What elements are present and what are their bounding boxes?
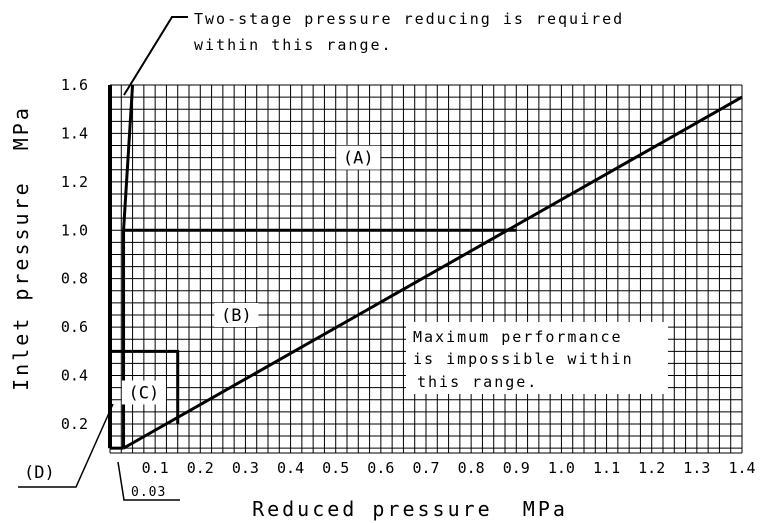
d-annotation: (D) [18,403,114,488]
boundary-line [110,349,180,424]
two-stage-line-1: Two-stage pressure reducing is required [194,10,624,28]
y-tick-label: 0.6 [61,318,88,336]
region-label-background [214,303,259,327]
x-tick-label: 1.4 [728,459,755,477]
y-axis-title: Inlet pressure MPa [9,105,33,391]
region-label-a: (A) [343,149,374,169]
two-stage-annotation: Two-stage pressure reducing is required … [123,10,624,96]
x-marker-leader [117,461,180,501]
y-tick-label: 1.6 [61,76,88,94]
region-labels: (A) (B) (C) [121,145,381,405]
region-label-background [121,380,166,405]
x-tick-label: 0.7 [412,459,439,477]
region-label-c: (C) [128,383,159,403]
x-tick-label: 1.0 [548,459,575,477]
y-tick-label: 1.4 [61,124,88,142]
x-tick-label: 0.8 [458,459,485,477]
d-leader [18,403,114,488]
x-tick-label: 0.9 [503,459,530,477]
y-tick-label: 0.4 [61,367,88,385]
y-tick-label: 0.8 [61,270,88,288]
boundary-line [122,84,135,449]
max-performance-background [406,322,668,394]
region-label-b: (B) [221,306,252,326]
x-tick-label: 0.4 [277,459,304,477]
x-marker-annotation: 0.03 [117,461,180,501]
x-tick-label: 1.3 [683,459,710,477]
region-label-d: (D) [24,463,55,483]
max-performance-line-2: is impossible within [413,350,634,368]
y-tick-label: 1.0 [61,221,88,239]
x-axis-title: Reduced pressure MPa [252,497,568,521]
boundary-line [122,95,743,450]
x-tick-label: 0.3 [232,459,259,477]
x-tick-label: 0.2 [187,459,214,477]
x-marker-label: 0.03 [131,485,166,500]
boundary-lines [108,84,743,450]
two-stage-line-2: within this range. [194,36,393,54]
x-tick-label: 1.2 [638,459,665,477]
tick-labels: 0.1 0.2 0.3 0.4 0.5 0.6 0.7 0.8 0.9 1.0 1.1 1.2 1.3 1… [61,76,756,477]
max-performance-line-1: Maximum performance [413,328,623,346]
y-tick-label: 0.2 [61,415,88,433]
x-tick-label: 1.1 [593,459,620,477]
x-tick-label: 0.1 [142,459,169,477]
two-stage-leader [123,16,188,96]
grid [109,84,743,454]
x-tick-label: 0.6 [367,459,394,477]
y-tick-label: 1.2 [61,173,88,191]
max-performance-line-3: this range. [417,373,538,391]
x-tick-label: 0.5 [322,459,349,477]
region-label-background [336,145,381,170]
max-performance-annotation: Maximum performance is impossible within… [406,322,668,394]
